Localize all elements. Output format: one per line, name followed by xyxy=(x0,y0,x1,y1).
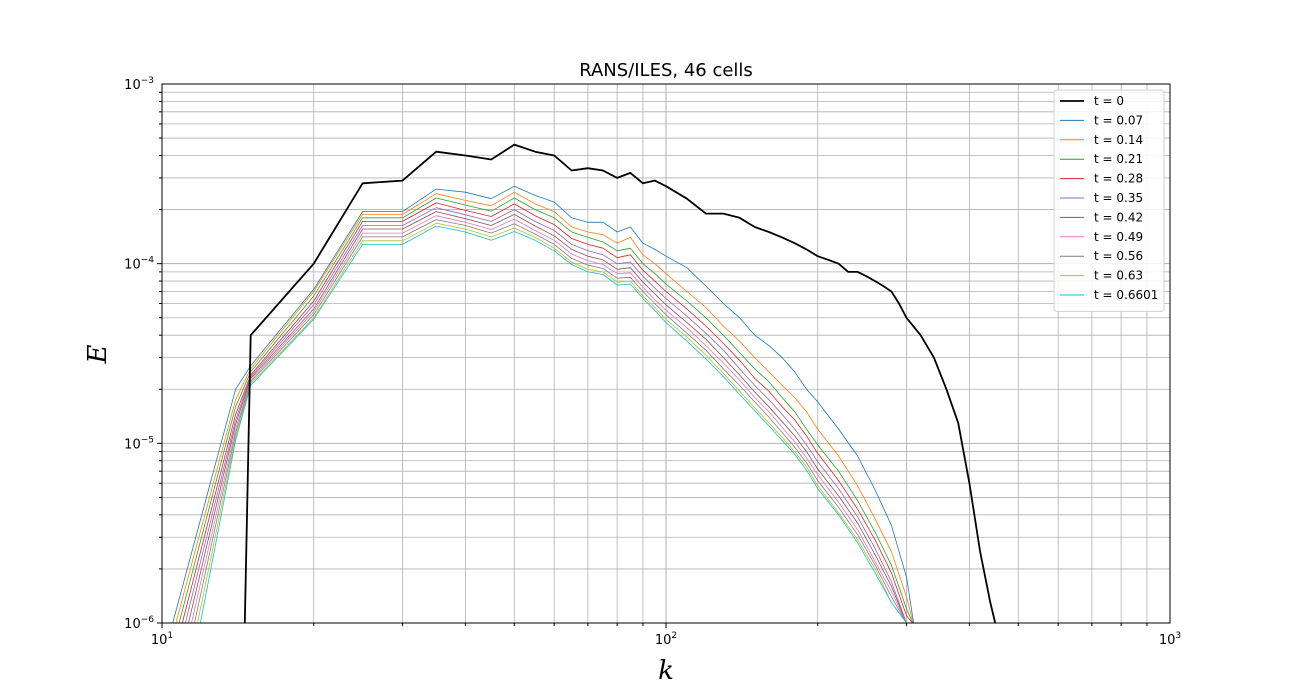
legend-entry-label: t = 0.07 xyxy=(1094,113,1143,127)
y-tick-label: 10−5 xyxy=(124,435,154,452)
series-line xyxy=(194,219,911,623)
chart-title: RANS/ILES, 46 cells xyxy=(579,60,753,81)
series-line xyxy=(172,185,914,623)
series-line xyxy=(178,197,914,623)
y-tick-label: 10−6 xyxy=(124,615,154,632)
x-tick-label: 102 xyxy=(655,631,677,648)
series-line xyxy=(191,215,912,623)
legend-entry-label: t = 0.49 xyxy=(1094,230,1143,244)
legend-entry-label: t = 0 xyxy=(1094,94,1124,108)
x-tick-label: 103 xyxy=(1159,631,1181,648)
series-line xyxy=(197,222,911,623)
legend-entry-label: t = 0.14 xyxy=(1094,133,1143,147)
y-tick-label: 10−3 xyxy=(124,76,154,93)
y-axis-label: E xyxy=(83,344,113,364)
legend-entry-label: t = 0.35 xyxy=(1094,191,1143,205)
series-line xyxy=(175,191,914,623)
series-line xyxy=(181,202,913,623)
legend-entry-label: t = 0.21 xyxy=(1094,152,1143,166)
x-tick-label: 101 xyxy=(151,631,173,648)
series-line xyxy=(200,225,910,623)
legend-entry-label: t = 0.6601 xyxy=(1094,288,1158,302)
legend-entry-label: t = 0.42 xyxy=(1094,210,1143,224)
initial-series-line xyxy=(243,143,997,623)
legend-entry-label: t = 0.63 xyxy=(1094,269,1143,283)
legend: t = 0 t = 0.07 t = 0.14 t = 0.21 t = 0.28 t =… xyxy=(1053,89,1165,312)
y-tick-label: 10−4 xyxy=(124,256,154,273)
legend-entry-label: t = 0.56 xyxy=(1094,249,1143,263)
axis-ticks: 101 102 103 10−6 10−5 10−4 10−3 xyxy=(124,76,1181,648)
legend-entry-label: t = 0.28 xyxy=(1094,172,1143,186)
grid xyxy=(161,84,1170,624)
x-axis-label: k xyxy=(658,656,674,686)
series-line xyxy=(188,211,912,623)
series-line xyxy=(185,207,912,623)
series-lines xyxy=(172,143,997,623)
